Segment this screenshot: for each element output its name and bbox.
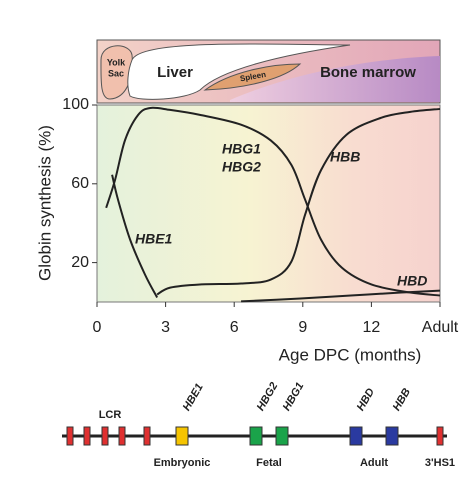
- tissue-label: Liver: [157, 64, 193, 81]
- curve-label: HBB: [330, 149, 360, 165]
- gene-label: HBB: [391, 386, 413, 413]
- tissue-label: Sac: [108, 68, 124, 78]
- curve-label: HBE1: [135, 231, 173, 247]
- liver-shape: [127, 43, 351, 100]
- tissue-label: Yolk: [107, 57, 126, 67]
- gene-box: [275, 426, 289, 446]
- x-axis-label: Age DPC (months): [279, 345, 422, 364]
- curve-label: HBG2: [222, 159, 261, 175]
- hs-label: 3'HS1: [425, 457, 455, 469]
- x-tick-label: 9: [298, 319, 307, 336]
- gene-box: [249, 426, 263, 446]
- x-tick-label: 12: [363, 319, 381, 336]
- lcr-site: [66, 426, 74, 446]
- stage-label: Embryonic: [154, 457, 211, 469]
- gene-label: HBE1: [181, 382, 206, 413]
- lcr-site: [143, 426, 151, 446]
- curve-label: HBD: [397, 273, 427, 289]
- gene-box: [385, 426, 399, 446]
- gene-label: HBG1: [281, 380, 307, 412]
- gene-label: HBG2: [255, 380, 281, 412]
- gene-box: [349, 426, 363, 446]
- plot-area: [96, 104, 441, 303]
- lcr-site: [83, 426, 91, 446]
- x-tick-label: 0: [93, 319, 102, 336]
- curve: [156, 107, 441, 296]
- gene-label: HBD: [355, 386, 377, 413]
- hs-site: [436, 426, 444, 446]
- curve: [105, 106, 441, 297]
- curve-label: HBG1: [222, 141, 261, 157]
- plot: 20 60 100 0 3 6 9 12 Adult HBE1 HBG1 HBG2 HBB HBD: [62, 96, 458, 336]
- gene-box: [175, 426, 189, 446]
- stage-label: Fetal: [256, 457, 282, 469]
- x-tick-label: Adult: [422, 319, 459, 336]
- curve: [111, 174, 159, 298]
- tissue-label: Bone marrow: [320, 64, 416, 81]
- curve: [241, 289, 441, 303]
- y-tick-label: 100: [62, 96, 89, 113]
- stage-label: Adult: [360, 457, 388, 469]
- lcr-site: [118, 426, 126, 446]
- y-axis-label: Globin synthesis (%): [35, 125, 54, 281]
- x-tick-label: 6: [230, 319, 239, 336]
- lcr-site: [101, 426, 109, 446]
- gene-map: LCR HBE1 HBG2 HBG1 HBD HBB Embryonic Fet…: [62, 380, 455, 469]
- spleen-shape: [203, 63, 302, 91]
- y-tick-label: 60: [71, 175, 89, 192]
- y-tick-label: 20: [71, 254, 89, 271]
- x-tick-label: 3: [161, 319, 170, 336]
- bone-marrow-region: [230, 56, 440, 102]
- lcr-label: LCR: [99, 409, 122, 421]
